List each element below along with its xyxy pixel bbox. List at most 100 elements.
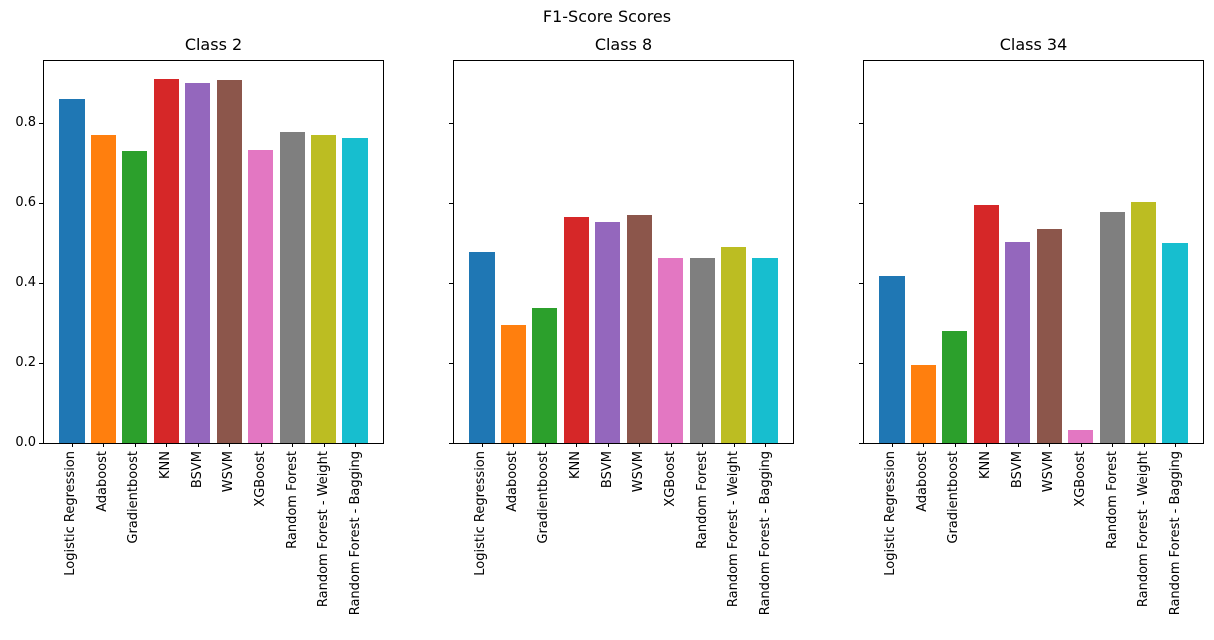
x-tick-label: Random Forest - Bagging <box>347 451 363 616</box>
x-tick-label: Random Forest <box>694 451 710 549</box>
x-tick-mark <box>891 443 893 447</box>
axes-area <box>449 60 794 447</box>
subplot-title: Class 2 <box>184 35 243 54</box>
x-tick-mark <box>733 443 735 447</box>
x-tick-mark <box>1175 443 1176 447</box>
y-tick-label: 0.4 <box>15 275 36 291</box>
subplot-class-2: Class 2 0.0 0.2 0.4 0.6 0.8 Logistic Regress… <box>15 0 384 640</box>
x-tick-label: Logistic Regression <box>473 451 489 576</box>
x-tick-mark <box>1049 443 1051 447</box>
bar-xgboost <box>1068 429 1094 443</box>
bar-logistic-regression <box>469 251 495 443</box>
x-tick-mark <box>1112 443 1114 447</box>
y-tick-label: 0.8 <box>15 115 36 131</box>
x-tick-mark <box>229 443 231 447</box>
x-tick-label: KNN <box>158 451 174 479</box>
x-tick-mark <box>639 443 641 447</box>
x-tick-mark <box>103 443 105 447</box>
x-tick-label: Adaboost <box>504 451 520 512</box>
bar-random-forest-weight <box>310 134 337 443</box>
x-tick-mark <box>260 443 262 447</box>
bar-knn <box>973 205 999 443</box>
x-tick-mark <box>670 443 672 447</box>
x-tick-mark <box>954 443 956 447</box>
x-tick-label: KNN <box>568 451 584 479</box>
subplot-class-8: Class 8 Logistic Regression Adaboost Gradi… <box>449 0 794 640</box>
x-tick-label: XGBoost <box>252 451 268 507</box>
subplot-title: Class 34 <box>999 35 1068 54</box>
x-tick-mark <box>1017 443 1019 447</box>
x-tick-mark <box>166 443 168 447</box>
x-tick-mark <box>765 443 766 447</box>
x-tick-label: Random Forest - Weight <box>726 451 742 608</box>
x-tick-label: Random Forest - Bagging <box>757 451 773 616</box>
bar-random-forest-weight <box>1130 201 1157 443</box>
x-tick-label: Gradientboost <box>126 451 142 544</box>
x-tick-mark <box>71 443 73 447</box>
x-tick-mark <box>544 443 546 447</box>
bar-wsvm <box>1036 229 1062 443</box>
y-tick-mark <box>859 363 863 365</box>
bar-wsvm <box>626 215 652 443</box>
x-tick-label: BSVM <box>189 451 205 489</box>
x-tick-mark <box>292 443 294 447</box>
bar-random-forest <box>1099 211 1125 443</box>
x-tick-label: WSVM <box>1041 451 1057 493</box>
bar-random-forest-bagging <box>752 258 778 443</box>
axes-area: 0.0 0.2 0.4 0.6 0.8 <box>15 60 384 450</box>
subplot-class-34: Class 34 Logistic Regression Adaboost Grad… <box>859 0 1204 640</box>
x-tick-label: Random Forest - Bagging <box>1167 451 1183 616</box>
bar-random-forest <box>689 258 715 443</box>
x-tick-label: Logistic Regression <box>63 451 79 576</box>
x-tick-label: WSVM <box>221 451 237 493</box>
y-tick-mark <box>39 123 43 125</box>
bar-random-forest <box>279 131 305 443</box>
bar-adaboost <box>910 364 936 443</box>
bar-gradientboost <box>532 307 558 443</box>
bar-random-forest-bagging <box>342 137 368 443</box>
x-tick-label: Logistic Regression <box>883 451 899 576</box>
x-tick-mark <box>576 443 578 447</box>
y-tick-mark <box>449 123 453 125</box>
bar-logistic-regression <box>59 99 85 443</box>
x-tick-mark <box>197 443 199 447</box>
bar-random-forest-weight <box>720 246 747 443</box>
x-tick-mark <box>481 443 483 447</box>
bar-knn <box>563 217 589 443</box>
x-tick-label: Gradientboost <box>536 451 552 544</box>
x-tick-mark <box>702 443 704 447</box>
x-tick-mark <box>923 443 925 447</box>
x-tick-mark <box>607 443 609 447</box>
y-tick-mark <box>39 203 43 205</box>
axes-area <box>859 60 1204 447</box>
bar-xgboost <box>248 149 274 443</box>
y-tick-mark <box>39 283 43 285</box>
y-tick-mark <box>449 443 453 444</box>
x-tick-mark <box>323 443 325 447</box>
bar-gradientboost <box>942 331 968 443</box>
x-tick-label: WSVM <box>631 451 647 493</box>
bar-xgboost <box>658 258 684 443</box>
x-tick-label: Gradientboost <box>946 451 962 544</box>
x-tick-label: BSVM <box>599 451 615 489</box>
x-tick-mark <box>1080 443 1082 447</box>
x-tick-mark <box>513 443 515 447</box>
y-tick-mark <box>39 363 43 365</box>
x-tick-label: Adaboost <box>914 451 930 512</box>
bar-adaboost <box>90 135 116 443</box>
x-tick-label: Random Forest <box>284 451 300 549</box>
x-tick-label: XGBoost <box>1072 451 1088 507</box>
x-tick-mark <box>134 443 136 447</box>
bar-logistic-regression <box>879 275 905 443</box>
x-tick-label: BSVM <box>1009 451 1025 489</box>
y-tick-mark <box>39 443 43 444</box>
y-tick-label: 0.0 <box>15 435 36 450</box>
x-tick-mark <box>355 443 356 447</box>
y-tick-label: 0.6 <box>15 195 36 211</box>
bar-wsvm <box>216 80 242 443</box>
x-tick-label: XGBoost <box>662 451 678 507</box>
figure-title: F1-Score Scores <box>542 7 672 26</box>
x-tick-label: KNN <box>978 451 994 479</box>
bar-bsvm <box>595 222 621 443</box>
